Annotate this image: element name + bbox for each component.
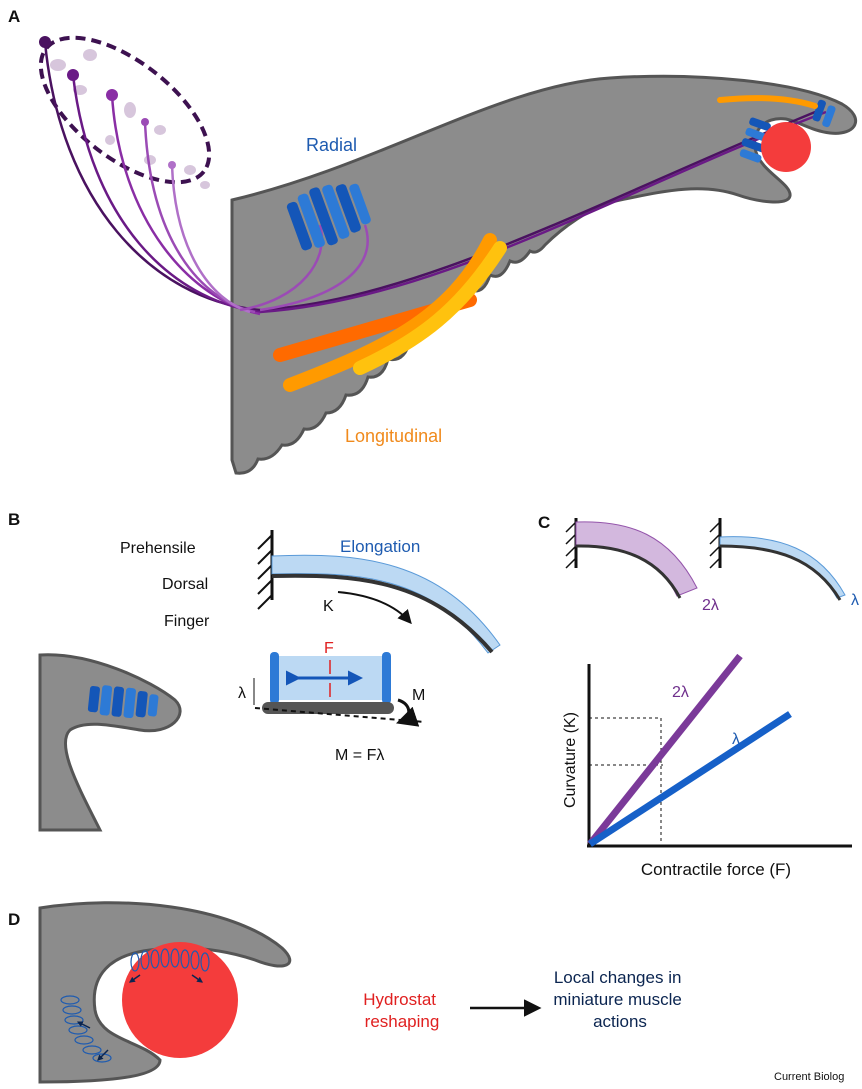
cause-line: Hydrostat (363, 990, 436, 1009)
effect-line: Local changes in (554, 968, 682, 987)
somata (39, 36, 176, 169)
cause-line: reshaping (365, 1012, 440, 1031)
effect-line: actions (593, 1012, 647, 1031)
line-label: λ (732, 731, 740, 748)
panel-b: B Prehensile Dorsal Finger Elongation K … (8, 510, 500, 830)
wall-hatch (258, 535, 272, 609)
moment-arrow (398, 700, 409, 722)
finger-label: Prehensile (120, 540, 196, 557)
panel-label: B (8, 510, 20, 529)
figure: A (0, 0, 862, 1089)
lever-symbol: λ (238, 685, 246, 702)
panel-label: D (8, 910, 20, 929)
elongation-label: Elongation (340, 537, 420, 556)
guide-lines (589, 718, 663, 844)
line-2lambda (590, 656, 740, 844)
cause-label: Hydrostat reshaping (363, 990, 440, 1031)
force-symbol: F (324, 640, 334, 657)
finger-shape (40, 655, 180, 830)
panel-d: D Hydrostat reshaping Local changes in m… (8, 903, 844, 1083)
line-label: 2λ (672, 684, 689, 701)
effect-label: Local changes in miniature muscle action… (553, 968, 686, 1031)
element-base (262, 702, 394, 714)
curvature-arrow (338, 592, 410, 622)
panel-label: A (8, 7, 20, 26)
grasped-object (761, 122, 811, 172)
beam-layer-purple (576, 522, 697, 596)
beam-label: λ (851, 592, 859, 609)
effect-line: miniature muscle (553, 990, 682, 1009)
moment-symbol: M (412, 687, 425, 704)
element-wall (270, 652, 279, 704)
finger-label: Dorsal (162, 576, 208, 593)
y-axis-label: Curvature (K) (562, 712, 579, 808)
x-axis-label: Contractile force (F) (641, 860, 791, 879)
panel-a: A (8, 7, 856, 473)
moment-equation: M = Fλ (335, 747, 384, 764)
element-wall (382, 652, 391, 704)
radial-label: Radial (306, 135, 357, 155)
panel-label: C (538, 513, 550, 532)
longitudinal-label: Longitudinal (345, 426, 442, 446)
curvature-symbol: K (323, 598, 334, 615)
credit: Current Biolog (774, 1071, 844, 1083)
line-lambda (590, 714, 790, 844)
beam-label: 2λ (702, 597, 719, 614)
panel-c: C 2λ λ 2λ λ Curvature (K) Contractile fo… (538, 513, 859, 879)
finger-label: Finger (164, 613, 210, 630)
